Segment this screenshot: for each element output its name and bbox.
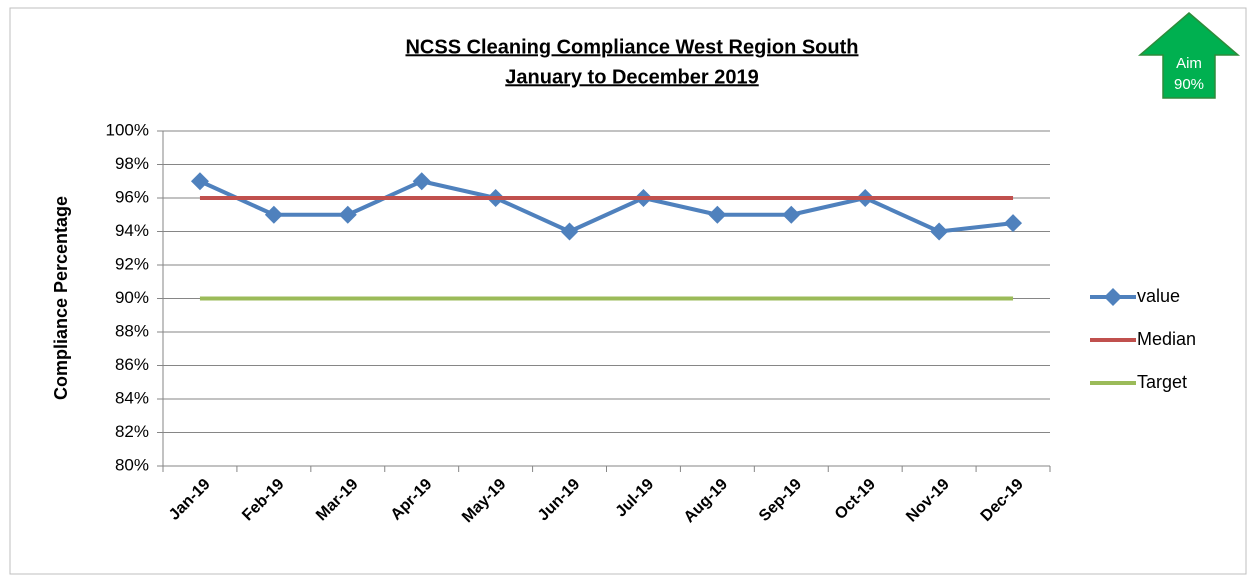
- chart-border: [9, 7, 1247, 575]
- legend-label: value: [1137, 286, 1180, 306]
- legend-label: Median: [1137, 329, 1196, 349]
- series-line: [199, 179, 1014, 234]
- y-tick-label: 82%: [115, 422, 149, 441]
- y-tick-label: 92%: [115, 254, 149, 273]
- aim-value: 90%: [1174, 76, 1204, 93]
- marker: [412, 172, 431, 191]
- marker: [930, 222, 949, 241]
- aim-label: Aim: [1176, 55, 1202, 72]
- y-tick-label: 94%: [115, 221, 149, 240]
- y-tick-label: 80%: [115, 455, 149, 474]
- marker: [190, 172, 209, 191]
- chart-subtitle: January to December 2019: [505, 66, 758, 88]
- y-tick-label: 100%: [106, 120, 149, 139]
- y-tick-label: 90%: [115, 288, 149, 307]
- y-tick-label: 88%: [115, 321, 149, 340]
- marker: [1004, 214, 1023, 233]
- marker: [560, 222, 579, 241]
- legend-marker: [1104, 288, 1122, 306]
- aim-arrow: [1137, 12, 1241, 99]
- y-tick-label: 96%: [115, 187, 149, 206]
- y-axis-label: Compliance Percentage: [51, 196, 71, 400]
- chart-title: NCSS Cleaning Compliance West Region Sou…: [405, 36, 858, 58]
- y-tick-label: 98%: [115, 154, 149, 173]
- y-tick-label: 86%: [115, 355, 149, 374]
- marker: [338, 205, 357, 224]
- legend-label: Target: [1137, 372, 1187, 392]
- marker: [708, 205, 727, 224]
- marker: [264, 205, 283, 224]
- marker: [782, 205, 801, 224]
- y-tick-label: 84%: [115, 388, 149, 407]
